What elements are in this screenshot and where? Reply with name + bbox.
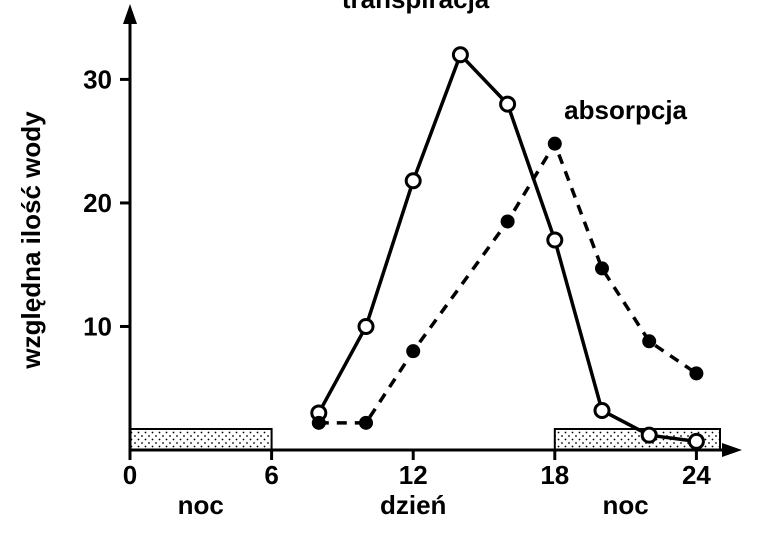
series-marker-absorpcja [501,214,515,228]
y-tick-label: 10 [83,311,112,341]
series-marker-transpiracja [595,403,609,417]
series-marker-absorpcja [595,261,609,275]
night-band [130,429,272,450]
y-axis-label: względna ilość wody [16,111,46,370]
series-line-absorpcja [319,144,697,423]
series-marker-transpiracja [359,319,373,333]
x-tick-label: 18 [540,460,569,490]
series-marker-transpiracja [548,233,562,247]
x-period-label: dzień [380,490,446,520]
water-chart: 10 20 30 0 6 12 18 24 noc dzień noc względna ilość … [0,0,761,556]
x-tick-label: 6 [264,460,278,490]
series-marker-transpiracja [689,434,703,448]
x-tick-label: 12 [399,460,428,490]
series-marker-absorpcja [359,416,373,430]
series-marker-transpiracja [501,97,515,111]
y-tick-label: 20 [83,188,112,218]
series-label-absorpcja: absorpcja [564,95,687,125]
x-period-label: noc [602,490,648,520]
series-marker-transpiracja [642,428,656,442]
x-tick-label: 0 [123,460,137,490]
x-period-label: noc [178,490,224,520]
series-marker-absorpcja [689,366,703,380]
series-marker-absorpcja [312,416,326,430]
series-marker-absorpcja [406,344,420,358]
series-marker-absorpcja [548,137,562,151]
y-tick-label: 30 [83,64,112,94]
series-marker-transpiracja [406,174,420,188]
series-marker-transpiracja [453,48,467,62]
series-marker-absorpcja [642,334,656,348]
series-label-transpiracja: transpiracja [342,0,490,14]
x-tick-label: 24 [682,460,711,490]
